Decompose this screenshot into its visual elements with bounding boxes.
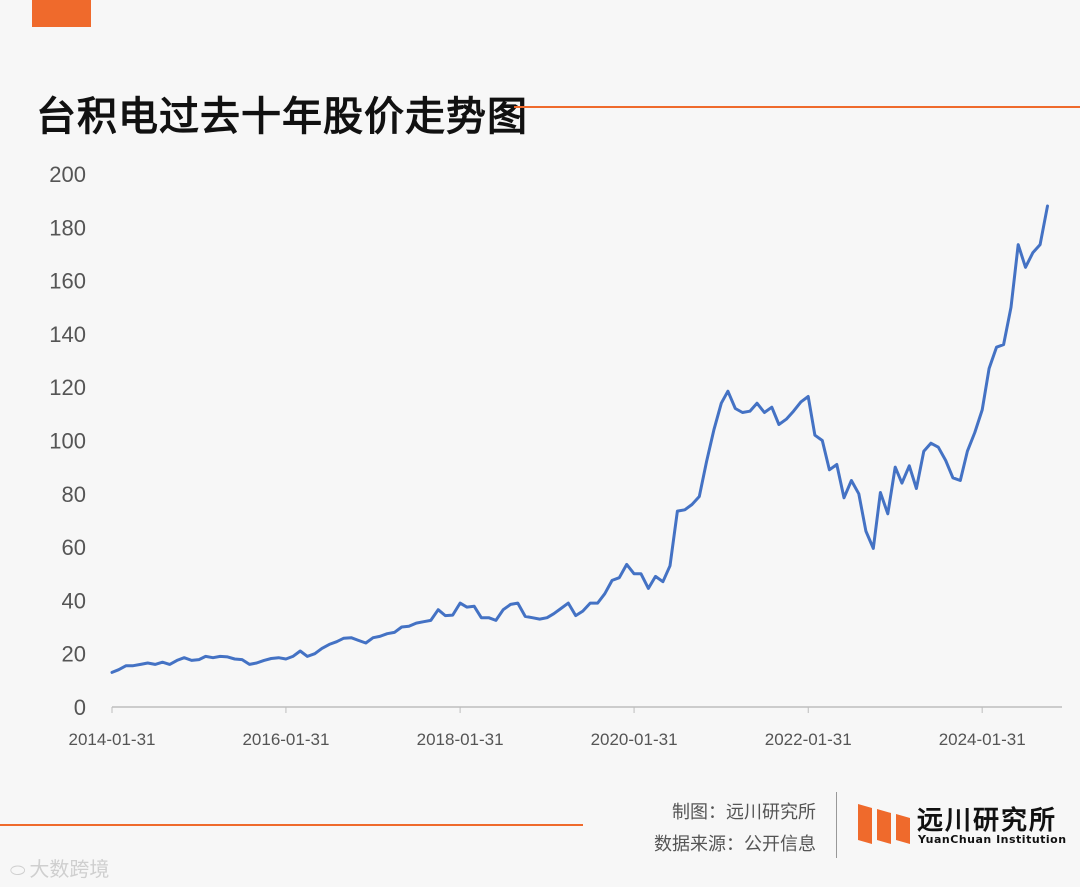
y-tick-label: 180 [49,215,86,240]
maker-credit: 制图：远川研究所 [672,802,816,823]
footer-rule [0,824,583,826]
watermark-text: 大数跨境 [29,857,110,881]
y-tick-label: 200 [49,162,86,187]
x-tick-label: 2024-01-31 [939,730,1026,749]
x-tick-label: 2014-01-31 [69,730,156,749]
brand-name: 远川研究所 [917,806,1058,836]
weixin-icon: ⬭ [10,860,26,881]
y-tick-label: 140 [49,322,86,347]
brand-divider [836,792,837,858]
x-tick-label: 2022-01-31 [765,730,852,749]
y-tick-label: 20 [62,642,86,667]
x-tick-label: 2018-01-31 [417,730,504,749]
series-line [110,204,1049,674]
y-tick-label: 40 [62,588,86,613]
top-accent-block [32,0,91,27]
y-tick-label: 120 [49,375,86,400]
x-axis-ticks: 2014-01-31 2016-01-31 2018-01-31 2020-01-31… [69,707,1026,749]
series-line-group [110,204,1049,674]
watermark: ⬭ 大数跨境 [10,853,109,882]
y-tick-label: 60 [62,535,86,560]
y-tick-label: 160 [49,269,86,294]
x-tick-label: 2016-01-31 [242,730,329,749]
data-source-credit: 数据来源：公开信息 [654,834,816,855]
x-tick-label: 2020-01-31 [591,730,678,749]
y-tick-label: 100 [49,429,86,454]
brand-logo-icon [858,804,910,844]
y-axis-ticks: 0 20 40 60 80 100 120 140 160 180 200 [49,162,86,720]
brand-name-en: YuanChuan Institution [918,833,1067,846]
title-rule [514,106,1080,108]
chart-title: 台积电过去十年股价走势图 [36,94,528,140]
y-tick-label: 80 [62,482,86,507]
y-tick-label: 0 [74,695,86,720]
